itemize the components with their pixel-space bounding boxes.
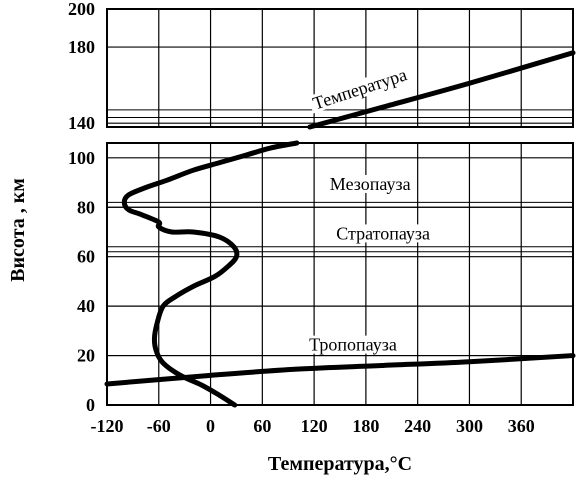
annotation-label: Тропопауза xyxy=(309,335,397,355)
y-tick-label: 20 xyxy=(77,346,95,366)
x-tick-label: 360 xyxy=(508,416,535,436)
y-tick-label: 80 xyxy=(77,197,95,217)
x-tick-label: -60 xyxy=(147,416,171,436)
y-tick-label: 40 xyxy=(77,296,95,316)
plot-frames xyxy=(106,8,574,406)
x-tick-label: 240 xyxy=(404,416,431,436)
reference-lines xyxy=(107,109,573,357)
x-tick-label: 180 xyxy=(352,416,379,436)
y-tick-label: 0 xyxy=(86,395,95,415)
annotations: МезопаузаСтратопаузаТропопаузаТемператур… xyxy=(306,64,434,355)
series-group xyxy=(104,50,576,408)
annotation-background xyxy=(306,335,400,354)
y-tick-labels: 0 20 40 60 80 100 140 180 200 xyxy=(68,0,95,415)
annotation-label: Стратопауза xyxy=(336,223,430,243)
annotation-background xyxy=(333,224,434,243)
x-tick-label: 120 xyxy=(301,416,328,436)
x-axis-label: Температура,°C xyxy=(268,453,412,475)
x-tick-label: -120 xyxy=(91,416,124,436)
annotation-background xyxy=(326,174,414,193)
annotation-label: Мезопауза xyxy=(330,174,411,194)
frame-upper xyxy=(106,8,574,128)
series-line-0 xyxy=(121,140,300,408)
y-tick-label: 60 xyxy=(77,247,95,267)
series-line-2 xyxy=(307,50,576,130)
annotation-background xyxy=(307,64,412,114)
x-tick-label: 60 xyxy=(253,416,271,436)
frame-lower xyxy=(106,142,574,406)
x-tick-label: 0 xyxy=(206,416,215,436)
y-tick-label: 200 xyxy=(68,0,95,19)
y-axis-label: Висота , км xyxy=(7,178,29,282)
y-tick-label: 100 xyxy=(68,148,95,168)
y-tick-label: 180 xyxy=(68,37,95,57)
series-line-1 xyxy=(104,353,576,387)
y-tick-label: 140 xyxy=(68,113,95,133)
x-tick-label: 300 xyxy=(456,416,483,436)
x-tick-labels: -120 -60 0 60 120 180 240 300 360 xyxy=(91,416,535,436)
